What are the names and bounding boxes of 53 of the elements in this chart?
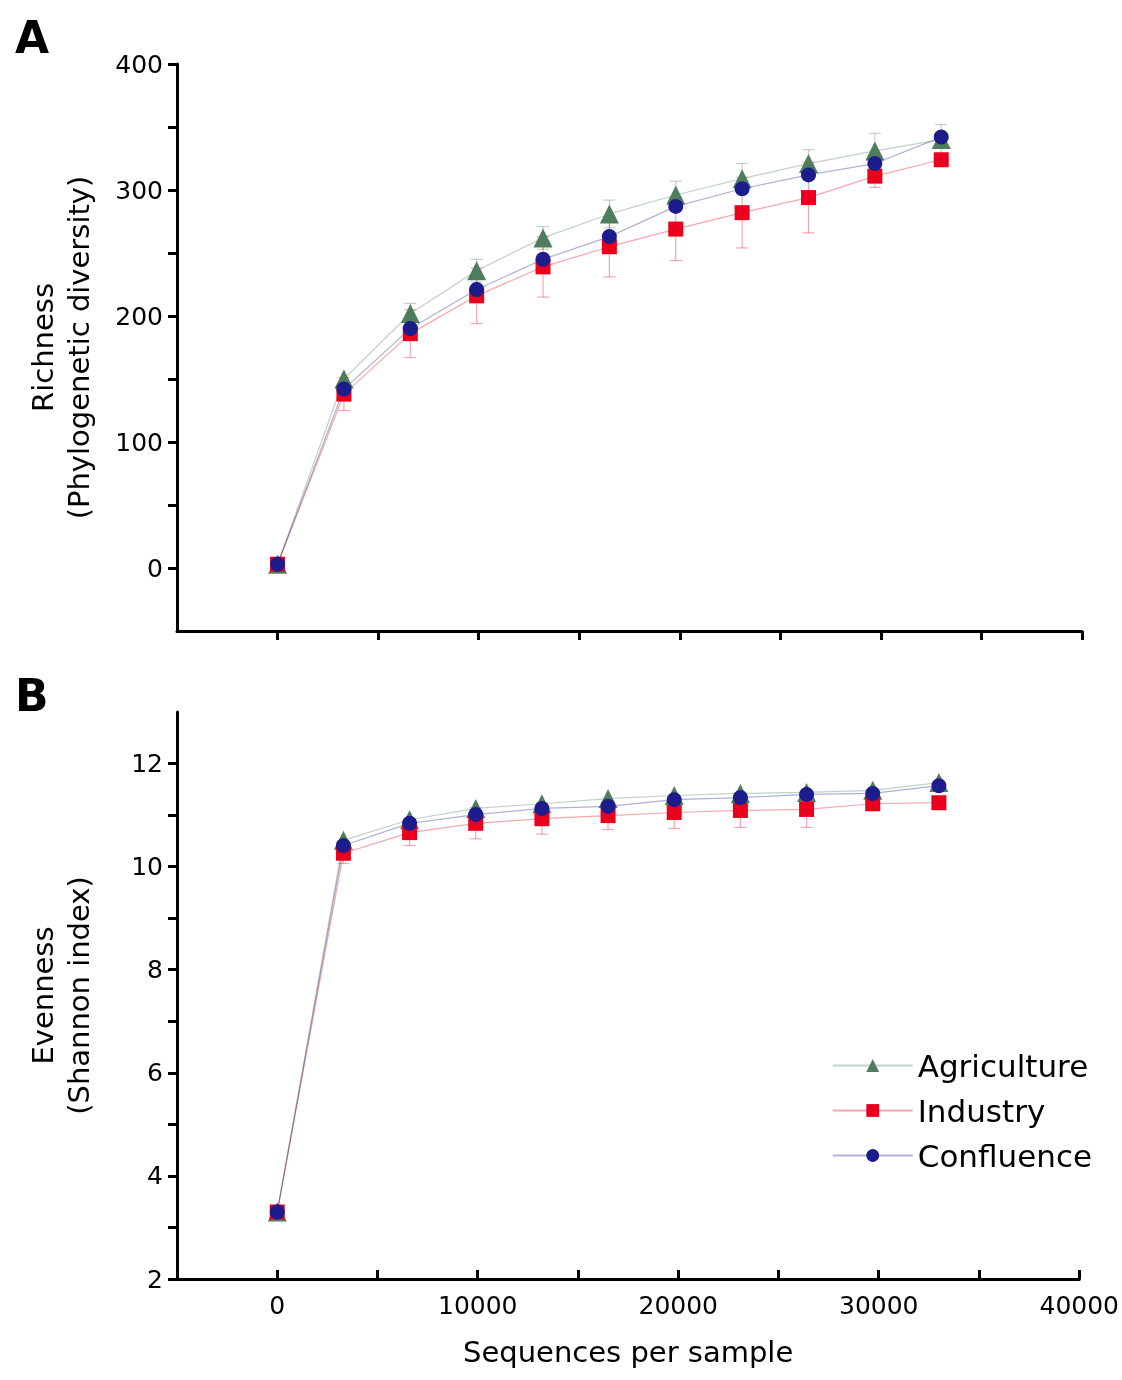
point: [732, 802, 748, 818]
y-tick-label: 2: [147, 1264, 163, 1294]
y-tick-label: 12: [131, 749, 163, 779]
point: [535, 251, 551, 267]
point: [734, 205, 750, 221]
point: [732, 790, 748, 806]
point: [931, 795, 947, 811]
y-tick-label: 8: [147, 955, 163, 985]
y-tick-label: 100: [115, 427, 163, 457]
chart-title: A: [15, 11, 50, 63]
y-tick-label: 200: [115, 301, 163, 331]
point: [335, 838, 351, 853]
y-tick-label: 6: [147, 1058, 163, 1088]
chart-title: B: [15, 669, 49, 721]
legend-label: Confluence: [917, 1137, 1093, 1174]
x-tick-label: 0: [269, 1291, 286, 1320]
point: [867, 156, 883, 172]
point: [799, 801, 815, 817]
y-axis-title: Richness (Phylogenetic diversity): [26, 175, 96, 520]
point: [801, 167, 816, 183]
point: [734, 181, 750, 197]
point: [668, 221, 684, 237]
y-tick-label: 400: [115, 49, 163, 79]
x-tick-label: 20000: [638, 1291, 719, 1320]
point: [933, 129, 949, 145]
point: [534, 800, 550, 816]
point: [402, 321, 418, 337]
point: [601, 229, 617, 245]
point: [336, 381, 352, 397]
y-tick-label: 0: [147, 553, 163, 583]
y-axis-title: Evenness (Shannon index): [26, 876, 96, 1115]
point: [865, 785, 881, 801]
x-tick-label: 10000: [437, 1291, 518, 1320]
point: [668, 198, 684, 214]
point: [867, 168, 883, 184]
point: [469, 282, 485, 298]
point: [468, 807, 484, 823]
point: [666, 805, 682, 821]
point: [666, 792, 682, 808]
x-tick-label: 40000: [1039, 1291, 1119, 1320]
x-axis-title: Sequences per sample: [463, 1334, 794, 1369]
point: [600, 798, 616, 814]
y-tick-label: 4: [147, 1161, 163, 1191]
point: [599, 204, 619, 224]
y-tick-label: 10: [131, 852, 163, 882]
x-tick-label: 30000: [838, 1291, 919, 1320]
legend-label: Industry: [917, 1092, 1046, 1129]
point: [931, 778, 947, 794]
point: [933, 152, 949, 168]
y-tick-label: 300: [115, 175, 163, 205]
point: [402, 815, 418, 831]
legend-label: Agriculture: [917, 1047, 1089, 1084]
point: [800, 190, 816, 206]
